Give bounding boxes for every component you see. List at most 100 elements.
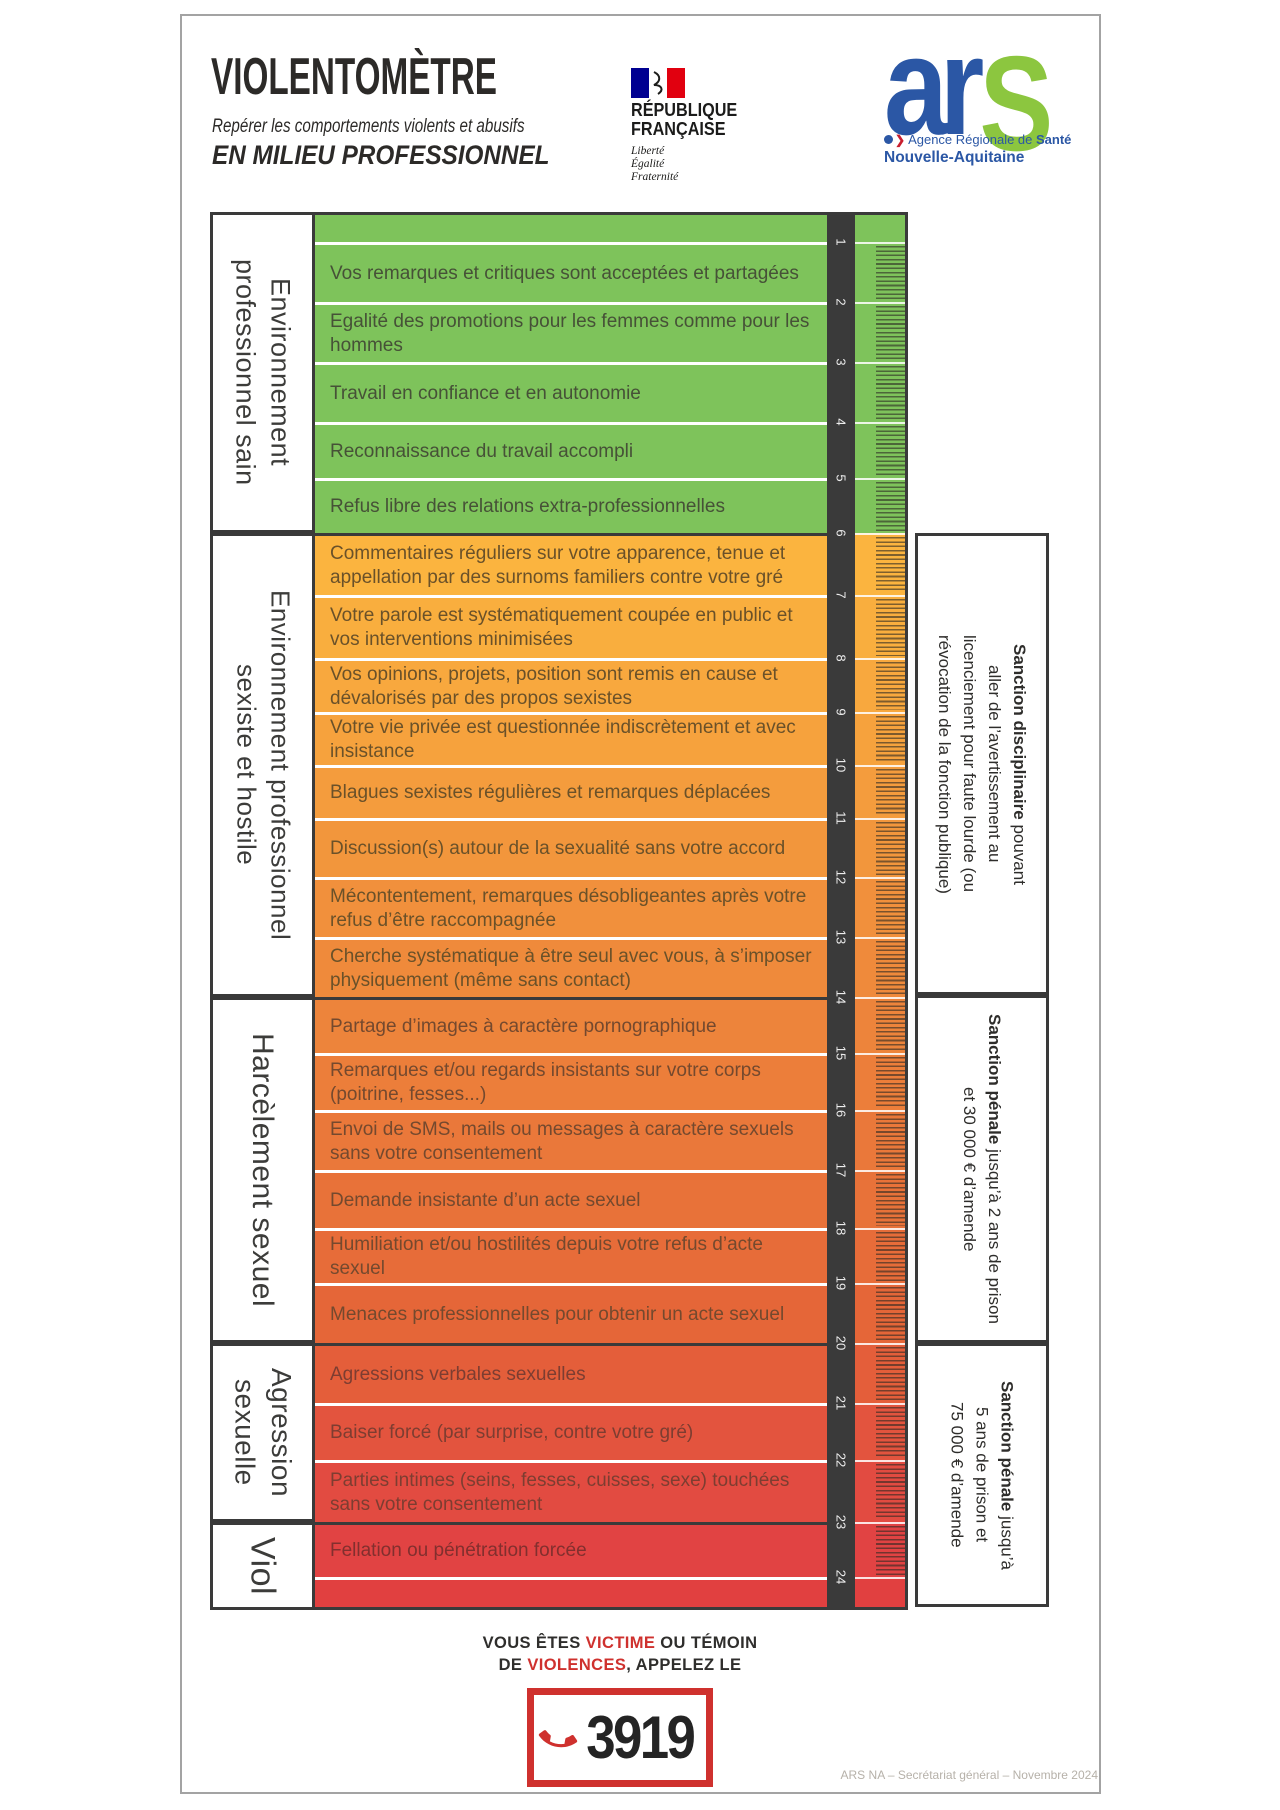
- ruler-cell: [855, 1110, 908, 1170]
- ruler-cell: [855, 595, 908, 658]
- ars-agency-bold: Santé: [1036, 132, 1072, 147]
- scale-row-12: Mécontentement, remarques désobligeantes…: [315, 877, 827, 937]
- ruler-ticks: [876, 1114, 908, 1168]
- ars-letters-ar: ar: [884, 7, 984, 164]
- ruler-ticks: [876, 769, 908, 816]
- ruler-ticks: [876, 599, 908, 656]
- scale-number: 7: [833, 591, 849, 599]
- ars-agency-line: ❯ Agence Régionale de Santé: [884, 132, 1071, 147]
- victim-message: VOUS ÊTES VICTIME OU TÉMOIN DE VIOLENCES…: [430, 1632, 810, 1787]
- sanction-box: Sanction disciplinaire pouvant aller de …: [915, 533, 1049, 995]
- ruler-cell: [855, 1460, 908, 1522]
- ruler-cell: [855, 765, 908, 818]
- ruler-cell: [855, 1522, 908, 1577]
- scale-number: 14: [833, 989, 849, 1005]
- scale-number: 13: [833, 929, 849, 945]
- ruler-cell: [855, 997, 908, 1053]
- scale-number: 1: [833, 238, 849, 246]
- phone-icon: [539, 1729, 578, 1747]
- category-label: Environnement professionnel sain: [210, 212, 315, 533]
- scale-row-17: Demande insistante d’un acte sexuel: [315, 1170, 827, 1228]
- scale-row-23: Fellation ou pénétration forcée: [315, 1522, 827, 1577]
- ruler-cell: [855, 1403, 908, 1460]
- scale-row-18: Humiliation et/ou hostilités depuis votr…: [315, 1228, 827, 1283]
- sanction-box: Sanction pénale jusqu’à 2 ans de prison …: [915, 995, 1049, 1343]
- ruler-cell: [855, 212, 908, 242]
- ruler-ticks: [876, 1526, 908, 1575]
- ruler-ticks: [876, 881, 908, 935]
- credit-text: ARS NA – Secrétariat général – Novembre …: [840, 1768, 1098, 1782]
- scale-number: 4: [833, 418, 849, 426]
- behavior-text: Reconnaissance du travail accompli: [330, 440, 634, 462]
- gov-name-line1: RÉPUBLIQUE: [631, 100, 738, 120]
- ars-dot-icon: [884, 135, 893, 144]
- ruler-cell: [855, 478, 908, 533]
- ruler-ticks: [876, 426, 908, 476]
- scale-number: 22: [833, 1452, 849, 1468]
- scale-row-24: [315, 1577, 827, 1610]
- scale-row-3: Travail en confiance et en autonomie: [315, 362, 827, 422]
- gov-name: RÉPUBLIQUE FRANÇAISE: [631, 101, 748, 139]
- behavior-text: Blagues sexistes régulières et remarques…: [330, 782, 771, 803]
- french-flag-icon: [631, 68, 685, 98]
- ruler-cell: [855, 1053, 908, 1110]
- scale-row-4: Reconnaissance du travail accompli: [315, 422, 827, 478]
- ruler-ticks: [876, 1347, 908, 1401]
- scale-number: 20: [833, 1335, 849, 1351]
- ruler-ticks: [876, 246, 908, 300]
- ruler-ticks: [876, 1057, 908, 1108]
- behavior-text: Vos opinions, projets, position sont rem…: [330, 663, 778, 709]
- scale-number: 2: [833, 298, 849, 306]
- scale-number: 12: [833, 869, 849, 885]
- context-label: EN MILIEU PROFESSIONNEL: [212, 140, 550, 170]
- category-label-text: Harcèlement sexuel: [246, 1032, 279, 1308]
- ruler-cell: [855, 658, 908, 712]
- scale-row-20: Agressions verbales sexuelles: [315, 1343, 827, 1403]
- page-border: [180, 14, 1101, 1794]
- scale-row-21: Baiser forcé (par surprise, contre votre…: [315, 1403, 827, 1460]
- category-label-text: Environnement professionnel sexiste et h…: [231, 589, 296, 941]
- scale-row-14: Partage d’images à caractère pornographi…: [315, 997, 827, 1053]
- marianne-icon: [653, 71, 663, 95]
- ruler-strip: [855, 212, 908, 1610]
- scale-number: 16: [833, 1102, 849, 1118]
- ruler-cell: [855, 818, 908, 877]
- scale-row-11: Discussion(s) autour de la sexualité san…: [315, 818, 827, 877]
- scale-number: 15: [833, 1045, 849, 1061]
- scale-number: 11: [833, 811, 849, 825]
- ruler-ticks: [876, 1287, 908, 1341]
- scale-row-19: Menaces professionnelles pour obtenir un…: [315, 1283, 827, 1343]
- scale-number: 17: [833, 1162, 849, 1178]
- victim-message-line2: DE VIOLENCES, APPELEZ LE: [498, 1656, 742, 1674]
- behavior-text: Mécontentement, remarques désobligeantes…: [330, 885, 807, 931]
- scale-number: 23: [833, 1514, 849, 1530]
- behavior-text: Parties intimes (seins, fesses, cuisses,…: [330, 1469, 790, 1515]
- scale-row-6: Commentaires réguliers sur votre apparen…: [315, 533, 827, 595]
- motto-line: Fraternité: [631, 171, 679, 183]
- behavior-text: Votre vie privée est questionnée indiscr…: [330, 717, 796, 762]
- victim-message-line1: VOUS ÊTES VICTIME OU TÉMOIN: [482, 1634, 758, 1652]
- number-strip: 1 2 3 4 5 6 7 8 9 10 11 12 13 14 15 16 17 18 19 20 21 22 23 24: [827, 212, 855, 1610]
- scale-number: 9: [833, 708, 849, 716]
- scale-row-2: Egalité des promotions pour les femmes c…: [315, 302, 827, 362]
- behavior-text: Demande insistante d’un acte sexuel: [330, 1189, 641, 1211]
- scale-number: 8: [833, 654, 849, 662]
- behavior-text: Agressions verbales sexuelles: [330, 1363, 586, 1385]
- scale-number: 6: [833, 529, 849, 537]
- ars-chevron-icon: ❯: [895, 133, 906, 147]
- page-subtitle: Repérer les comportements violents et ab…: [212, 116, 525, 137]
- scale-row-9: Votre vie privée est questionnée indiscr…: [315, 712, 827, 765]
- scale-row-10: Blagues sexistes régulières et remarques…: [315, 765, 827, 818]
- ruler-cell: [855, 1343, 908, 1403]
- category-label: Environnement professionnel sexiste et h…: [210, 533, 315, 997]
- ruler-cell: [855, 422, 908, 478]
- scale-number: 24: [833, 1569, 849, 1585]
- scale-number: 3: [833, 358, 849, 366]
- page-title: VIOLENTOMÈTRE: [211, 48, 497, 106]
- republique-francaise-logo: RÉPUBLIQUE FRANÇAISE Liberté Égalité Fra…: [631, 68, 761, 184]
- phone-number-badge: 3919: [527, 1688, 713, 1787]
- scale-number: 10: [833, 757, 849, 773]
- scale-row-15: Remarques et/ou regards insistants sur v…: [315, 1053, 827, 1110]
- behavior-text: Vos remarques et critiques sont acceptée…: [330, 262, 799, 284]
